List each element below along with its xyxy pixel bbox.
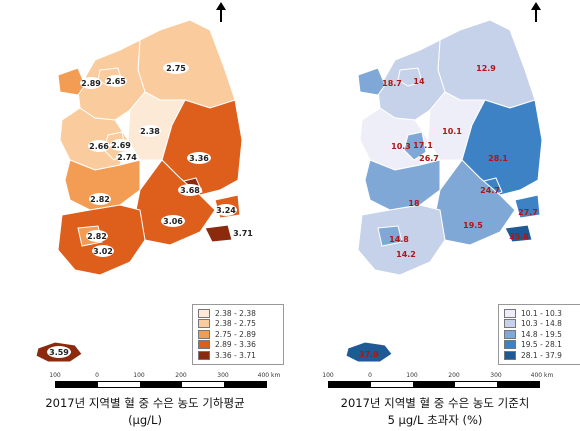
value-ulsan: 27.7	[518, 208, 538, 217]
value-gwangju: 14.8	[389, 235, 409, 244]
legend-item: 10.1 - 10.3	[504, 308, 576, 319]
right-map: 12.9 18.7 14 10.3 17.1 10.1 26.7 28.1 24…	[345, 2, 543, 363]
region-sejong-daejeon	[403, 131, 427, 161]
value-jeju: 37.9	[359, 350, 379, 359]
value-ulsan: 3.24	[216, 206, 236, 215]
value-chungbuk: 2.38	[140, 127, 160, 136]
value-incheon: 2.89	[81, 79, 101, 88]
legend-item: 14.8 - 19.5	[504, 329, 576, 340]
left-legend: 2.38 - 2.38 2.38 - 2.75 2.75 - 2.89 2.89…	[192, 304, 284, 365]
value-gyeongbuk: 28.1	[488, 154, 508, 163]
value-daejeon: 26.7	[419, 154, 439, 163]
left-map-panel: 2.75 2.89 2.65 2.38 2.66 2.69 2.74 3.36 …	[35, 2, 284, 427]
value-jeonnam: 3.02	[93, 247, 113, 256]
right-legend: 10.1 - 10.3 10.3 - 14.8 14.8 - 19.5 19.5…	[498, 304, 580, 365]
value-chungnam: 10.3	[391, 142, 411, 151]
value-jeonbuk: 2.82	[90, 195, 110, 204]
left-scale-bar: 100 0 100 200 300 400 km	[49, 372, 295, 396]
value-daegu: 3.68	[180, 186, 200, 195]
region-busan	[504, 224, 533, 243]
value-gyeongbuk: 3.36	[189, 154, 209, 163]
value-gangwon: 12.9	[476, 64, 496, 73]
north-arrow-icon	[531, 2, 541, 22]
legend-item: 2.38 - 2.38	[198, 308, 278, 319]
value-jeju: 3.59	[49, 348, 69, 357]
legend-item: 28.1 - 37.9	[504, 350, 576, 361]
right-map-panel: 12.9 18.7 14 10.3 17.1 10.1 26.7 28.1 24…	[290, 0, 580, 431]
value-sejong: 17.1	[413, 141, 433, 150]
legend-item: 3.36 - 3.71	[198, 350, 278, 361]
left-caption: 2017년 지역별 혈 중 수은 농도 기하평균 (μg/L)	[45, 396, 245, 427]
value-gangwon: 2.75	[166, 64, 186, 73]
legend-item: 2.89 - 3.36	[198, 340, 278, 351]
value-daegu: 24.7	[480, 186, 500, 195]
legend-item: 19.5 - 28.1	[504, 340, 576, 351]
region-incheon	[57, 67, 86, 96]
value-busan: 3.71	[233, 229, 253, 238]
region-jeonbuk	[364, 159, 441, 211]
value-seoul: 14	[413, 77, 425, 86]
region-busan	[204, 224, 233, 243]
value-jeonnam: 14.2	[396, 250, 416, 259]
right-caption: 2017년 지역별 혈 중 수은 농도 기준치 5 μg/L 초과자 (%)	[340, 396, 530, 427]
region-incheon	[357, 67, 386, 96]
value-sejong: 2.69	[111, 141, 131, 150]
legend-item: 2.38 - 2.75	[198, 319, 278, 330]
region-ulsan	[514, 194, 541, 219]
value-incheon: 18.7	[382, 79, 402, 88]
region-gyeongbuk	[161, 99, 243, 196]
right-scale-bar: 100 0 100 200 300 400 km	[322, 372, 568, 396]
region-seoul	[397, 67, 423, 87]
region-gwangju	[377, 225, 403, 247]
value-seoul: 2.65	[106, 77, 126, 86]
legend-item: 10.3 - 14.8	[504, 319, 576, 330]
value-chungbuk: 10.1	[442, 127, 462, 136]
value-daejeon: 2.74	[117, 153, 137, 162]
value-gyeongnam: 19.5	[463, 221, 483, 230]
region-jeju	[345, 341, 393, 363]
value-jeonbuk: 18	[408, 199, 420, 208]
left-map: 2.75 2.89 2.65 2.38 2.66 2.69 2.74 3.36 …	[35, 2, 254, 363]
value-chungnam: 2.66	[89, 142, 109, 151]
value-gwangju: 2.82	[87, 232, 107, 241]
north-arrow-icon	[216, 2, 226, 22]
region-jeonbuk	[64, 159, 141, 211]
region-gangwon	[137, 19, 236, 109]
value-busan: 35.8	[509, 232, 529, 241]
value-gyeongnam: 3.06	[163, 217, 183, 226]
region-gyeongbuk	[461, 99, 543, 196]
legend-item: 2.75 - 2.89	[198, 329, 278, 340]
